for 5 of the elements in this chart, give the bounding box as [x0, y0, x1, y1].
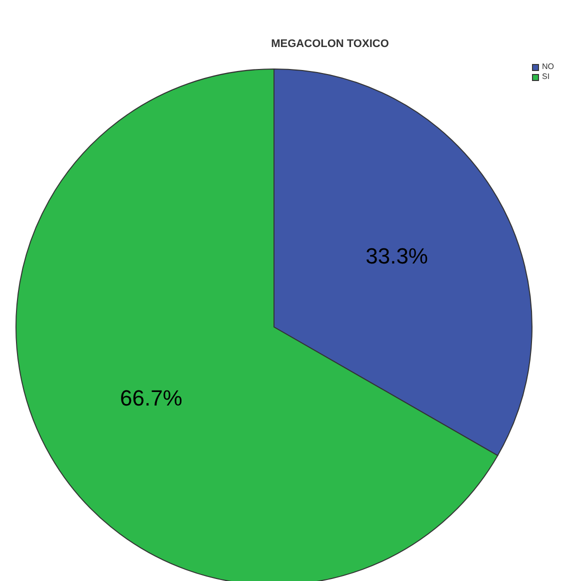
- data-label: 66.7%: [120, 386, 182, 411]
- data-label: 33.3%: [366, 243, 428, 268]
- legend-label: NO: [542, 62, 554, 72]
- chart-title: MEGACOLON TOXICO: [270, 38, 390, 50]
- legend-label: SI: [542, 72, 550, 82]
